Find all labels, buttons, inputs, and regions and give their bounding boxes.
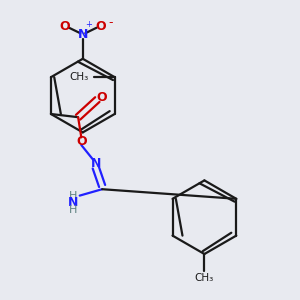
Text: O: O	[76, 135, 87, 148]
Text: O: O	[60, 20, 70, 33]
Text: N: N	[68, 196, 79, 209]
Text: H: H	[69, 190, 77, 201]
Text: N: N	[78, 28, 88, 40]
Text: +: +	[85, 20, 92, 29]
Text: O: O	[95, 20, 106, 33]
Text: CH₃: CH₃	[70, 72, 89, 82]
Text: -: -	[108, 16, 113, 29]
Text: O: O	[97, 91, 107, 103]
Text: H: H	[69, 205, 77, 215]
Text: CH₃: CH₃	[195, 273, 214, 283]
Text: N: N	[91, 157, 101, 170]
